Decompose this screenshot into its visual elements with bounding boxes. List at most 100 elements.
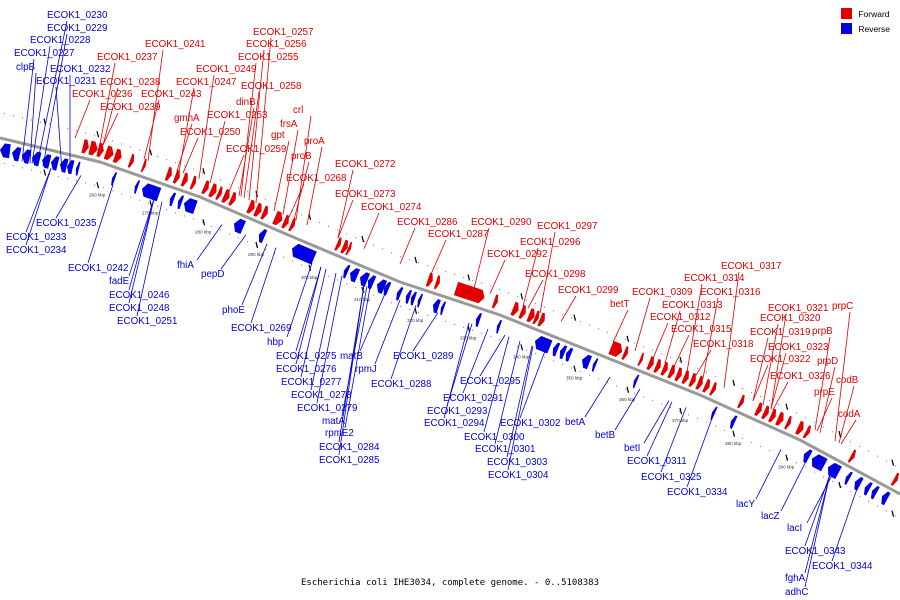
minor-tick-forward [508, 292, 510, 294]
minor-tick-reverse [121, 193, 123, 195]
forward-gene-arrow [768, 408, 777, 423]
forward-gene-label: ECOK1_0317 [721, 261, 781, 272]
forward-gene-arrow [334, 237, 342, 251]
minor-tick-forward [94, 134, 96, 136]
minor-tick-reverse [625, 389, 627, 391]
forward-leader-line [489, 259, 506, 294]
forward-leader-line [293, 161, 310, 220]
reverse-leader-line [494, 340, 521, 445]
forward-gene-label: ECOK1_0326 [770, 371, 831, 382]
minor-tick-reverse [364, 290, 366, 292]
reverse-leader-line [220, 234, 247, 270]
minor-tick-forward [850, 441, 852, 443]
minor-tick-forward [184, 165, 186, 167]
reverse-gene-arrow [496, 319, 503, 334]
forward-gene-label: ECOK1_0274 [361, 202, 422, 213]
minor-tick-reverse [22, 167, 24, 169]
minor-tick-reverse [724, 429, 726, 431]
minor-tick-forward [283, 206, 285, 208]
forward-gene-label: ECOK1_0257 [253, 27, 313, 38]
minor-tick-reverse [526, 349, 528, 351]
reverse-gene-label: ECOK1_0248 [109, 303, 170, 314]
reverse-leader-line [359, 293, 386, 352]
minor-tick-forward [364, 240, 366, 242]
forward-gene-label: ECOK1_0249 [196, 64, 256, 75]
reverse-leader-line [643, 400, 670, 444]
forward-gene-label: ECOK1_0250 [180, 127, 241, 138]
forward-leader-line [652, 322, 669, 359]
forward-gene-arrow [761, 405, 770, 420]
reverse-gene-arrow [863, 482, 873, 496]
reverse-gene-label: ECOK1_0232 [50, 64, 110, 75]
forward-leader-line [560, 295, 577, 322]
forward-gene-arrow [847, 449, 857, 463]
reverse-gene-label: matA [322, 416, 345, 427]
forward-leader-line [255, 37, 272, 204]
reverse-gene-arrow [417, 293, 424, 308]
forward-gene-arrow [433, 275, 441, 290]
reverse-leader-line [128, 198, 155, 291]
forward-gene-label: ECOK1_0255 [238, 52, 299, 63]
minor-tick-forward [166, 159, 168, 161]
reverse-gene-arrow [591, 358, 599, 372]
reverse-gene-arrow [559, 345, 568, 360]
reverse-gene-label: ECOK1_0242 [68, 263, 128, 274]
reverse-leader-line [310, 273, 337, 391]
minor-tick-reverse [751, 441, 753, 444]
forward-gene-arrow [180, 172, 188, 187]
minor-tick-reverse [661, 403, 663, 405]
reverse-leader-line [780, 461, 807, 512]
minor-tick-forward [463, 276, 465, 278]
forward-gene-label: ECOK1_0253 [207, 110, 268, 121]
minor-tick-reverse [562, 363, 564, 365]
minor-tick-forward [148, 152, 150, 154]
gene-layer [0, 139, 900, 506]
forward-gene-label: ECOK1_0247 [176, 77, 236, 88]
scale-tick-label: 380 kbp [725, 441, 742, 446]
reverse-gene-label: lacY [736, 499, 756, 510]
minor-tick-forward [202, 171, 204, 173]
reverse-gene-arrow [60, 158, 69, 173]
minor-tick-reverse [175, 212, 177, 214]
minor-tick-reverse [193, 218, 195, 220]
forward-gene-arrow [127, 153, 135, 168]
forward-leader-line [102, 87, 119, 146]
minor-tick-forward [67, 128, 69, 130]
reverse-gene-label: pepD [201, 269, 224, 280]
reverse-leader-line [31, 45, 51, 164]
forward-gene-label: proB [291, 151, 312, 162]
reverse-gene-label: ECOK1_0293 [427, 406, 488, 417]
forward-gene-arrow [660, 361, 668, 376]
reverse-leader-line [804, 474, 831, 547]
reverse-leader-line [25, 168, 52, 246]
forward-leader-line [702, 297, 719, 379]
reverse-gene-label: ECOK1_0285 [319, 455, 380, 466]
minor-tick-forward [76, 130, 78, 132]
minor-tick-forward [499, 288, 501, 290]
forward-gene-label: ECOK1_0315 [671, 324, 732, 335]
reverse-gene-arrow [169, 192, 177, 207]
minor-tick-reverse [544, 356, 546, 358]
reverse-gene-label: ECOK1_0294 [424, 418, 485, 429]
forward-gene-arrow [674, 367, 682, 382]
reverse-gene-label: rpmJ [355, 364, 377, 375]
forward-gene-arrow [260, 205, 269, 220]
forward-leader-line [522, 247, 539, 307]
forward-gene-label: prpB [812, 326, 833, 337]
reverse-gene-label: ECOK1_0269 [231, 323, 291, 334]
reverse-gene-label: fhiA [177, 260, 194, 271]
minor-tick-reverse [283, 256, 285, 258]
minor-tick-forward [301, 214, 303, 216]
reverse-gene-arrow [51, 156, 60, 171]
forward-leader-line [816, 397, 833, 432]
forward-leader-line [673, 334, 690, 367]
forward-gene-arrow [88, 140, 98, 156]
minor-tick-forward [13, 115, 15, 117]
forward-leader-line [240, 62, 257, 197]
reverse-gene-label: ECOK1_0235 [36, 218, 97, 229]
reverse-gene-label: ECOK1_0344 [812, 561, 873, 572]
reverse-gene-label: ECOK1_0278 [291, 390, 352, 401]
minor-tick-reverse [337, 279, 339, 281]
forward-gene-arrow [526, 308, 535, 323]
minor-tick-forward [49, 123, 51, 125]
